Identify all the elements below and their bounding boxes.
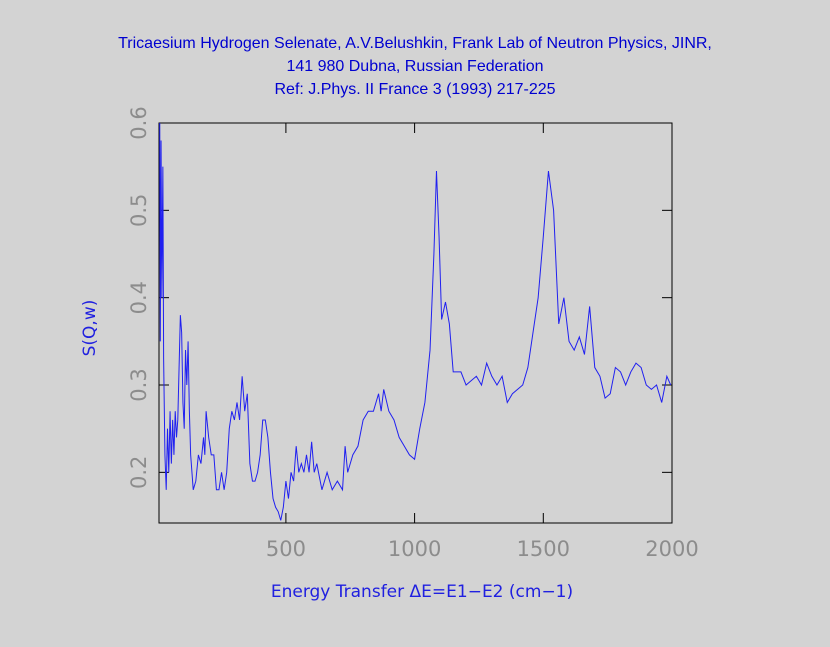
y-tick-label: 0.4 bbox=[127, 281, 151, 314]
y-tick-label: 0.6 bbox=[127, 106, 151, 139]
data-line bbox=[159, 122, 672, 521]
title-line: Ref: J.Phys. II France 3 (1993) 217-225 bbox=[274, 81, 555, 98]
x-tick-label: 1000 bbox=[388, 537, 441, 561]
title-line: Tricaesium Hydrogen Selenate, A.V.Belush… bbox=[118, 35, 712, 52]
x-tick-label: 500 bbox=[266, 537, 306, 561]
y-tick-label: 0.5 bbox=[127, 194, 151, 227]
title-line: 141 980 Dubna, Russian Federation bbox=[286, 58, 543, 75]
y-tick-label: 0.3 bbox=[127, 368, 151, 401]
y-axis-label: S(Q,w) bbox=[80, 300, 100, 357]
y-tick-label: 0.2 bbox=[127, 456, 151, 489]
x-tick-label: 1500 bbox=[517, 537, 570, 561]
x-axis-label: Energy Transfer ΔE=E1−E2 (cm−1) bbox=[271, 582, 573, 602]
plot-frame bbox=[158, 122, 673, 524]
x-tick-label: 2000 bbox=[645, 537, 698, 561]
